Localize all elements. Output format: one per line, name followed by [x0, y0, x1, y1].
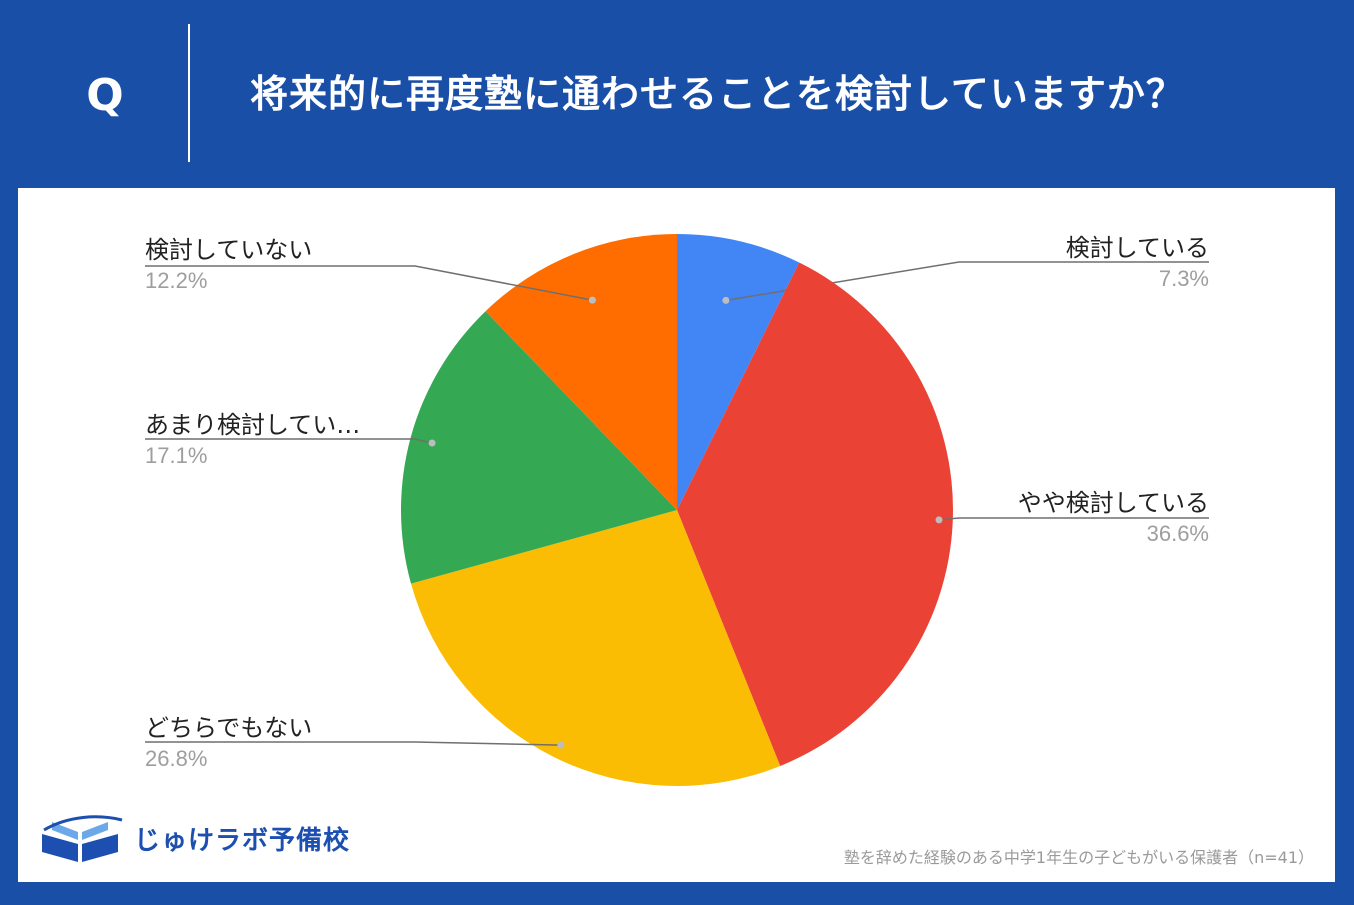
slice-percent-somewhat-considering: 36.6% [1147, 521, 1209, 546]
slice-percent-considering: 7.3% [1159, 266, 1209, 291]
brand-logo: じゅけラボ予備校 [38, 812, 350, 864]
leader-dot-considering [722, 296, 730, 304]
leader-line-somewhat-considering [938, 517, 1209, 521]
slice-percent-not-considering: 12.2% [145, 268, 207, 293]
pie-slice-not-considering [485, 234, 677, 510]
slice-percent-neutral: 26.8% [145, 746, 207, 771]
pie-slice-hardly-considering [400, 311, 677, 584]
pie-slice-somewhat-considering [677, 262, 953, 766]
pie-slice-considering [677, 234, 800, 510]
leader-dot-somewhat-considering [935, 516, 943, 524]
slice-label-hardly-considering: あまり検討してい… [145, 411, 360, 439]
header-divider [188, 24, 190, 162]
pie-slice-neutral [411, 510, 781, 786]
slice-label-considering: 検討している [1066, 234, 1209, 262]
question-marker: Q [86, 70, 124, 121]
header-bar: Q 将来的に再度塾に通わせることを検討していますか？ [0, 0, 1354, 188]
leader-dot-neutral [557, 741, 565, 749]
sample-footnote: 塾を辞めた経験のある中学1年生の子どもがいる保護者（n=41） [843, 848, 1314, 867]
chart-panel: 検討している 7.3% やや検討している 36.6% どちらでもない 26.8% あまり検討… [18, 188, 1335, 882]
slice-label-somewhat-considering: やや検討している [1018, 489, 1209, 517]
leader-dot-hardly-considering [428, 439, 436, 447]
leader-dot-not-considering [588, 296, 596, 304]
leader-line-neutral [145, 741, 561, 746]
slice-label-not-considering: 検討していない [145, 236, 312, 264]
question-title: 将来的に再度塾に通わせることを検討していますか？ [250, 72, 1185, 116]
slice-label-neutral: どちらでもない [145, 714, 312, 742]
slice-percent-hardly-considering: 17.1% [145, 443, 207, 468]
brand-name: じゅけラボ予備校 [134, 825, 351, 856]
pie-chart: 検討している 7.3% やや検討している 36.6% どちらでもない 26.8% あまり検討… [145, 234, 1209, 786]
leader-line-hardly-considering [145, 438, 433, 444]
open-book-icon [42, 815, 123, 862]
leader-line-not-considering [145, 265, 593, 301]
